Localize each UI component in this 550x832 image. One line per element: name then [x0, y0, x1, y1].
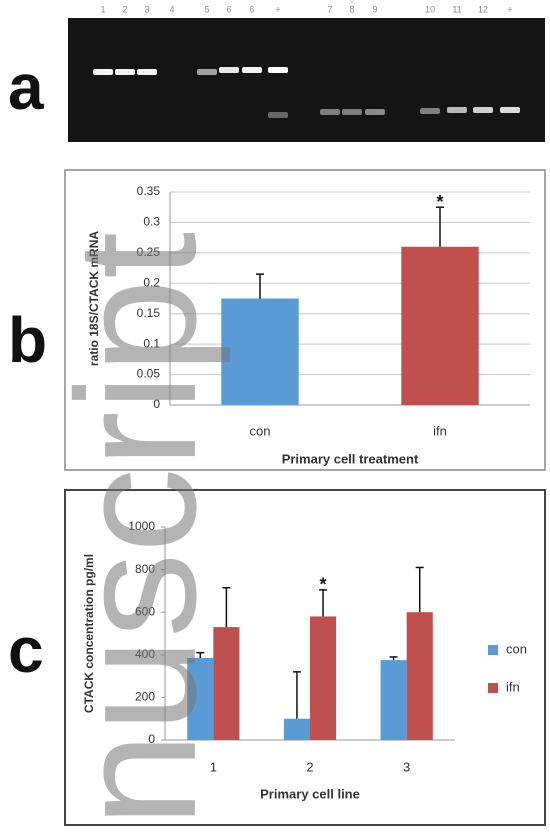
- bar: [401, 247, 478, 405]
- y-tick-label: 0.35: [137, 184, 161, 198]
- gel-band: [242, 67, 262, 73]
- legend-label: ifn: [506, 679, 520, 694]
- x-tick-label: 3: [403, 759, 410, 774]
- gel-band: [447, 107, 467, 113]
- panel-label: c: [8, 614, 44, 686]
- gel-band: [268, 67, 288, 73]
- bar: [284, 719, 310, 740]
- lane-label: 3: [144, 4, 149, 14]
- panel-label: a: [8, 51, 44, 123]
- gel-band: [320, 109, 340, 115]
- bar: [407, 612, 433, 740]
- gel-band: [342, 109, 362, 115]
- bar: [310, 616, 336, 740]
- figure: a b c 1234566+789101112+00.050.10.150.20…: [0, 0, 550, 827]
- gel-band: [365, 109, 385, 115]
- x-axis-label: Primary cell treatment: [282, 451, 419, 466]
- gel-band: [268, 112, 288, 118]
- bar: [381, 660, 407, 740]
- gel-band: [219, 67, 239, 73]
- gel-band: [473, 107, 493, 113]
- gel-band: [115, 69, 135, 75]
- lane-label: 9: [372, 4, 377, 14]
- legend-label: con: [506, 641, 527, 656]
- lane-label: 6: [249, 4, 254, 14]
- lane-label: +: [507, 4, 512, 14]
- x-tick-label: con: [250, 423, 271, 438]
- bar: [221, 299, 298, 406]
- lane-label: 5: [204, 4, 209, 14]
- gel-band: [500, 107, 520, 113]
- x-tick-label: 2: [306, 759, 313, 774]
- gel-band: [197, 69, 217, 75]
- significance-marker: *: [436, 192, 443, 212]
- lane-label: 6: [226, 4, 231, 14]
- lane-label: 10: [425, 4, 435, 14]
- gel-band: [93, 69, 113, 75]
- gel-band: [137, 69, 157, 75]
- lane-label: 2: [122, 4, 127, 14]
- watermark: nuscript: [42, 232, 232, 827]
- lane-label: +: [275, 4, 280, 14]
- lane-label: 7: [327, 4, 332, 14]
- y-tick-label: 0.3: [143, 215, 160, 229]
- page: a b c 1234566+789101112+00.050.10.150.20…: [0, 0, 550, 827]
- lane-label: 11: [452, 4, 461, 14]
- legend-swatch: [488, 645, 498, 655]
- x-tick-label: ifn: [433, 423, 447, 438]
- lane-label: 12: [478, 4, 488, 14]
- lane-label: 8: [349, 4, 354, 14]
- significance-marker: *: [320, 575, 327, 595]
- gel-band: [420, 108, 440, 114]
- legend-swatch: [488, 683, 498, 693]
- lane-label: 4: [169, 4, 174, 14]
- x-axis-label: Primary cell line: [260, 786, 360, 801]
- lane-label: 1: [100, 4, 105, 14]
- gel-image: [68, 18, 545, 142]
